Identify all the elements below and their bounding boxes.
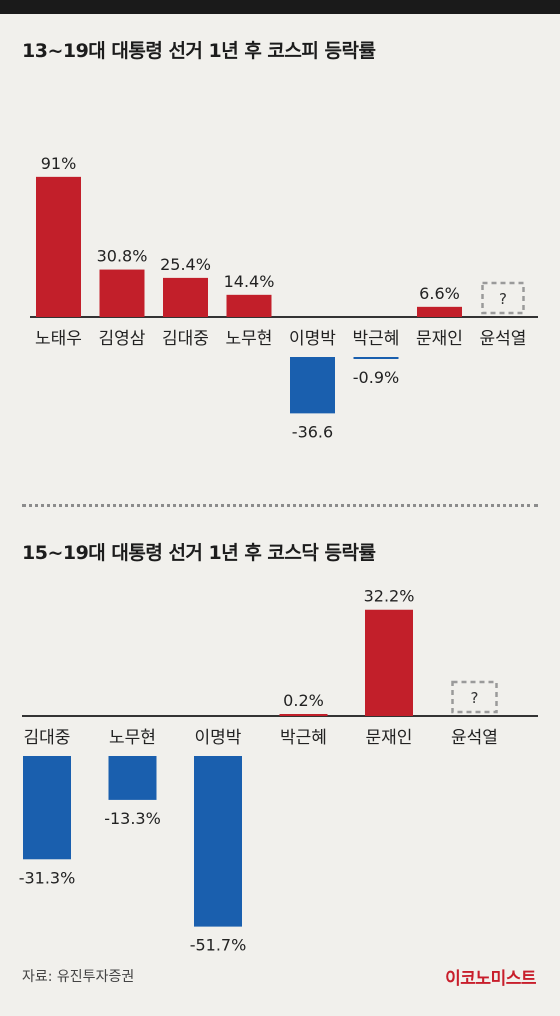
value-label: -0.9% <box>353 368 399 387</box>
value-label: 32.2% <box>364 587 415 606</box>
category-label: 노무현 <box>109 728 156 748</box>
bar <box>290 357 335 414</box>
bar <box>353 357 399 359</box>
value-label: -31.3% <box>19 868 76 887</box>
category-label: 박근혜 <box>353 329 400 349</box>
category-label: 노태우 <box>35 329 82 349</box>
value-label: -36.6 <box>292 422 333 441</box>
value-label: ? <box>499 290 507 308</box>
bar <box>36 176 81 317</box>
top-bar <box>0 0 560 14</box>
unknown-bar <box>451 680 498 714</box>
category-label: 김영삼 <box>99 329 146 349</box>
category-label: 윤석열 <box>480 329 527 349</box>
section-divider <box>22 504 538 507</box>
value-label: -51.7% <box>190 936 247 955</box>
category-label: 이명박 <box>195 728 242 748</box>
bar <box>108 756 157 800</box>
kosdaq-bar-chart: 김대중 -31.3% 노무현 -13.3% 이명박 -51.7% 박근혜 0.2% 문재인 32.… <box>19 587 538 955</box>
value-label: 30.8% <box>97 247 148 266</box>
bar <box>99 269 145 317</box>
bar <box>23 756 71 860</box>
bar <box>279 714 328 716</box>
value-label: -13.3% <box>104 809 161 828</box>
category-label: 노무현 <box>226 329 273 349</box>
category-label: 문재인 <box>416 329 463 349</box>
category-label: 김대중 <box>24 728 71 748</box>
value-label: ? <box>471 689 479 707</box>
value-label: 6.6% <box>419 284 460 303</box>
category-label: 김대중 <box>162 329 209 349</box>
category-label: 문재인 <box>366 728 413 748</box>
category-label: 이명박 <box>289 329 336 349</box>
publisher-logo: 이코노미스트 <box>445 969 536 989</box>
category-label: 윤석열 <box>451 728 498 748</box>
kosdaq-chart-title: 15~19대 대통령 선거 1년 후 코스닥 등락률 <box>22 542 376 564</box>
source-note: 자료: 유진투자증권 <box>22 969 135 985</box>
value-label: 0.2% <box>283 691 324 710</box>
bar <box>163 277 208 317</box>
unknown-bar <box>481 281 525 315</box>
bar <box>226 294 272 317</box>
kospi-bar-chart: 노태우 91% 김영삼 30.8% 김대중 25.4% 노무현 14.4% 이명박 -36.6 박근… <box>30 154 538 441</box>
bar <box>417 306 462 317</box>
kospi-chart-title: 13~19대 대통령 선거 1년 후 코스피 등락률 <box>22 40 376 62</box>
category-label: 박근혜 <box>280 728 327 748</box>
value-label: 25.4% <box>160 255 211 274</box>
bar <box>365 609 413 716</box>
value-label: 91% <box>41 154 77 173</box>
value-label: 14.4% <box>224 272 275 291</box>
bar <box>194 756 242 927</box>
